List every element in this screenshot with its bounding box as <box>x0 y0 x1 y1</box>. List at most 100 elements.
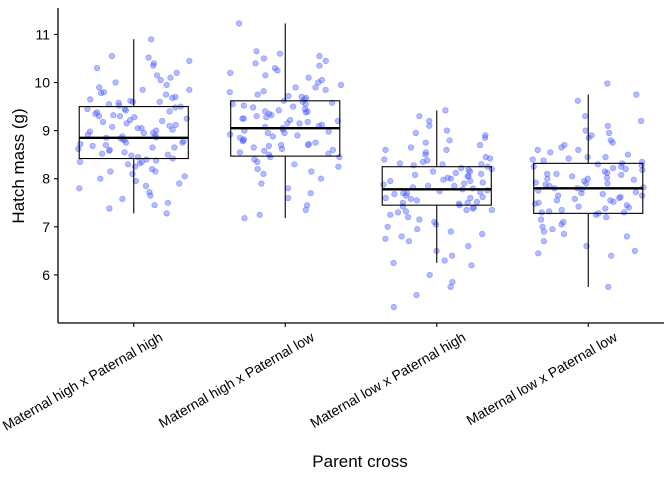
data-point <box>106 146 113 153</box>
data-point <box>285 92 292 100</box>
data-point <box>95 113 103 120</box>
data-point <box>575 203 582 210</box>
data-point <box>268 112 275 119</box>
data-point <box>571 195 578 202</box>
data-point <box>604 122 611 129</box>
data-point <box>260 55 268 62</box>
data-point <box>433 221 440 228</box>
x-tick-label: Maternal high x Paternal low <box>156 328 318 431</box>
data-point <box>578 190 585 197</box>
data-point <box>558 144 565 151</box>
data-point <box>403 190 411 197</box>
data-point <box>443 146 450 153</box>
data-point <box>422 149 430 156</box>
data-point <box>252 60 259 67</box>
data-point <box>163 81 170 88</box>
data-point <box>382 146 389 153</box>
data-point <box>112 79 119 86</box>
data-point <box>281 129 288 137</box>
data-point <box>413 292 420 299</box>
data-point <box>479 230 486 238</box>
data-point <box>304 202 311 209</box>
data-point <box>622 166 629 173</box>
data-point <box>447 228 454 235</box>
data-point <box>414 226 421 233</box>
data-point <box>402 208 410 215</box>
data-point <box>535 250 542 257</box>
data-point <box>162 91 170 98</box>
data-point <box>478 170 485 177</box>
data-point <box>122 107 129 114</box>
data-point <box>568 173 576 180</box>
data-point <box>610 198 617 205</box>
data-point <box>325 128 332 135</box>
data-point <box>452 169 459 177</box>
data-point <box>290 103 297 110</box>
data-point <box>461 180 468 187</box>
data-point <box>605 283 612 291</box>
data-point <box>76 158 84 165</box>
data-point <box>558 206 565 214</box>
data-point <box>131 163 139 170</box>
data-point <box>487 155 494 162</box>
data-point <box>412 171 419 178</box>
data-point <box>129 98 136 105</box>
data-point <box>149 144 156 151</box>
data-point <box>426 271 433 279</box>
data-point <box>624 151 632 158</box>
data-point <box>422 139 429 146</box>
data-point <box>304 142 312 149</box>
data-point <box>240 115 247 122</box>
data-point <box>632 189 640 196</box>
data-point <box>442 107 449 114</box>
data-point <box>263 114 270 121</box>
data-point <box>304 118 311 126</box>
data-point <box>164 151 171 158</box>
data-point <box>482 132 489 139</box>
data-point <box>335 163 342 170</box>
data-point <box>430 168 437 175</box>
data-point <box>275 107 282 114</box>
data-point <box>129 170 136 177</box>
data-point <box>558 221 565 228</box>
data-point <box>172 121 179 128</box>
data-point <box>102 142 109 149</box>
data-point <box>537 216 545 223</box>
data-point <box>384 223 391 230</box>
data-point <box>466 168 474 175</box>
data-point <box>405 238 413 245</box>
data-point <box>250 144 257 151</box>
data-point <box>467 194 474 202</box>
data-point <box>532 179 539 186</box>
data-point <box>227 69 234 76</box>
data-point <box>473 198 481 205</box>
data-point <box>250 104 257 111</box>
data-point <box>602 205 609 212</box>
data-point <box>531 200 539 207</box>
data-point <box>128 152 135 159</box>
x-tick-label: Maternal low x Paternal low <box>464 328 621 428</box>
data-point <box>151 202 158 209</box>
data-point <box>479 193 486 201</box>
data-point <box>560 230 568 238</box>
box <box>381 166 492 206</box>
data-point <box>604 169 611 177</box>
points-layer <box>75 20 647 311</box>
data-point <box>447 283 454 291</box>
data-point <box>539 223 546 230</box>
data-point <box>322 86 329 93</box>
data-point <box>138 158 145 165</box>
data-point <box>413 197 421 204</box>
data-point <box>163 210 170 217</box>
data-point <box>226 89 233 96</box>
data-point <box>121 149 128 156</box>
data-point <box>235 20 243 27</box>
data-point <box>115 102 123 109</box>
data-point <box>315 79 322 86</box>
data-point <box>276 50 284 57</box>
data-point <box>119 195 126 202</box>
data-point <box>380 181 387 188</box>
data-point <box>227 131 234 138</box>
data-point <box>582 113 589 120</box>
